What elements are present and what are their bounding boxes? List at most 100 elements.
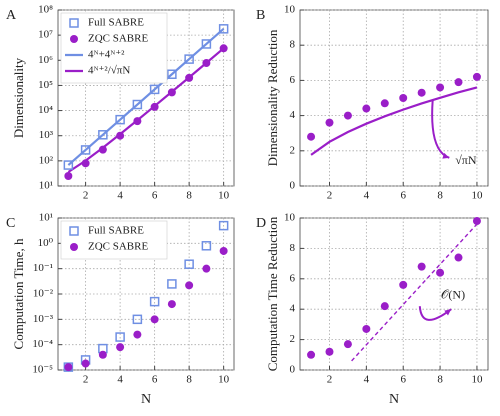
y-tick-label: 10⁵	[38, 79, 53, 91]
circle-marker	[185, 281, 194, 290]
y-tick-label: 6	[290, 74, 296, 86]
circle-marker	[472, 217, 481, 226]
y-tick-label: 10⁷	[38, 29, 53, 41]
square-marker	[167, 69, 177, 79]
y-tick-label: 10⁴	[38, 104, 53, 116]
circle-marker	[70, 35, 78, 43]
x-tick-label: 4	[364, 190, 370, 202]
square-marker	[201, 39, 212, 49]
circle-marker	[436, 83, 445, 92]
circle-marker	[362, 104, 371, 113]
x-tick-label: 6	[152, 374, 158, 386]
annotation: 𝒪(N)	[441, 287, 465, 301]
fit-line	[351, 223, 478, 362]
y-tick-label: 10¹	[39, 180, 53, 192]
square-marker	[149, 296, 160, 307]
x-tick-label: 4	[117, 190, 123, 202]
x-tick-label: 2	[327, 374, 333, 386]
square-marker	[115, 332, 125, 342]
panel-label: D	[256, 216, 266, 231]
y-tick-label: 10⁻¹	[33, 262, 53, 274]
x-tick-label: 10	[218, 374, 230, 386]
circle-marker	[380, 99, 389, 108]
circle-marker	[417, 88, 426, 97]
square-marker	[69, 18, 79, 28]
circle-marker	[362, 324, 371, 333]
arrow-head	[444, 309, 452, 316]
circle-marker	[454, 78, 463, 87]
x-tick-label: 8	[437, 374, 443, 386]
y-axis-label: Computation Time, h	[11, 238, 26, 349]
circle-marker	[150, 102, 159, 111]
circle-marker	[81, 159, 90, 168]
circle-marker	[219, 44, 228, 53]
circle-marker	[307, 132, 316, 141]
square-marker	[115, 114, 125, 125]
circle-marker	[343, 111, 352, 120]
circle-marker	[167, 300, 176, 309]
circle-marker	[219, 246, 228, 255]
circle-marker	[116, 131, 125, 140]
panel-label: B	[256, 8, 265, 23]
x-tick-label: 10	[471, 190, 483, 202]
circle-marker	[472, 72, 481, 81]
square-marker	[218, 220, 229, 231]
x-tick-label: 6	[400, 190, 406, 202]
y-tick-label: 2	[290, 144, 296, 156]
x-tick-label: 2	[83, 374, 89, 386]
square-marker	[218, 24, 229, 34]
legend-label: 4ᴺ⁺²/√πN	[88, 65, 130, 77]
circle-marker	[64, 171, 73, 180]
circle-marker	[70, 243, 78, 251]
circle-marker	[202, 58, 211, 67]
x-tick-label: 8	[186, 190, 192, 202]
circle-marker	[81, 359, 90, 368]
y-tick-label: 10²	[39, 154, 54, 166]
circle-marker	[343, 340, 352, 349]
legend: Full SABRE ZQC SABRE	[60, 220, 168, 260]
y-tick-label: 2	[290, 333, 296, 345]
y-tick-label: 10¹	[39, 212, 53, 224]
circle-marker	[98, 350, 107, 359]
circle-marker	[167, 88, 176, 97]
square-marker	[132, 99, 143, 110]
circle-marker	[150, 315, 159, 324]
arrow-head	[442, 152, 450, 159]
y-axis-label: Dimensionality Reduction	[265, 29, 280, 166]
square-marker	[149, 84, 160, 95]
y-tick-label: 10⁻²	[33, 288, 54, 300]
y-tick-label: 10⁻⁵	[32, 364, 53, 376]
y-tick-label: 8	[290, 242, 296, 254]
circle-marker	[417, 262, 426, 271]
x-tick-label: 2	[83, 190, 89, 202]
series-line	[310, 86, 478, 156]
annotation: √πN	[455, 153, 477, 167]
series-line	[67, 28, 225, 166]
square-marker	[201, 241, 212, 251]
y-tick-label: 10⁸	[38, 4, 53, 16]
y-tick-label: 10⁶	[38, 54, 53, 66]
square-marker	[132, 314, 143, 325]
circle-marker	[133, 330, 142, 339]
y-axis-label: Dimensionality	[11, 57, 26, 138]
y-tick-label: 10³	[39, 129, 54, 141]
legend-label: Full SABRE	[88, 17, 144, 29]
legend-label: ZQC SABRE	[88, 33, 148, 45]
y-tick-label: 0	[290, 180, 296, 192]
x-axis-label: N	[389, 392, 399, 407]
x-tick-label: 4	[117, 374, 123, 386]
circle-marker	[325, 118, 334, 127]
legend: Full SABRE ZQC SABRE 4ᴺ+4ᴺ⁺² 4ᴺ⁺²/√πN	[60, 12, 168, 84]
circle-marker	[399, 280, 408, 289]
x-tick-label: 4	[364, 374, 370, 386]
x-axis-label: N	[141, 392, 151, 407]
y-tick-label: 8	[290, 39, 296, 51]
x-tick-label: 6	[400, 374, 406, 386]
x-tick-label: 8	[186, 374, 192, 386]
panel: 2 4 6 8 10 10¹ 10² 10³ 10⁴ 10⁵ 10⁶ 10⁷ 10⁸ A Dimension…	[6, 4, 235, 202]
square-marker	[184, 259, 194, 269]
y-tick-label: 10⁻³	[33, 313, 54, 325]
circle-marker	[436, 268, 445, 277]
